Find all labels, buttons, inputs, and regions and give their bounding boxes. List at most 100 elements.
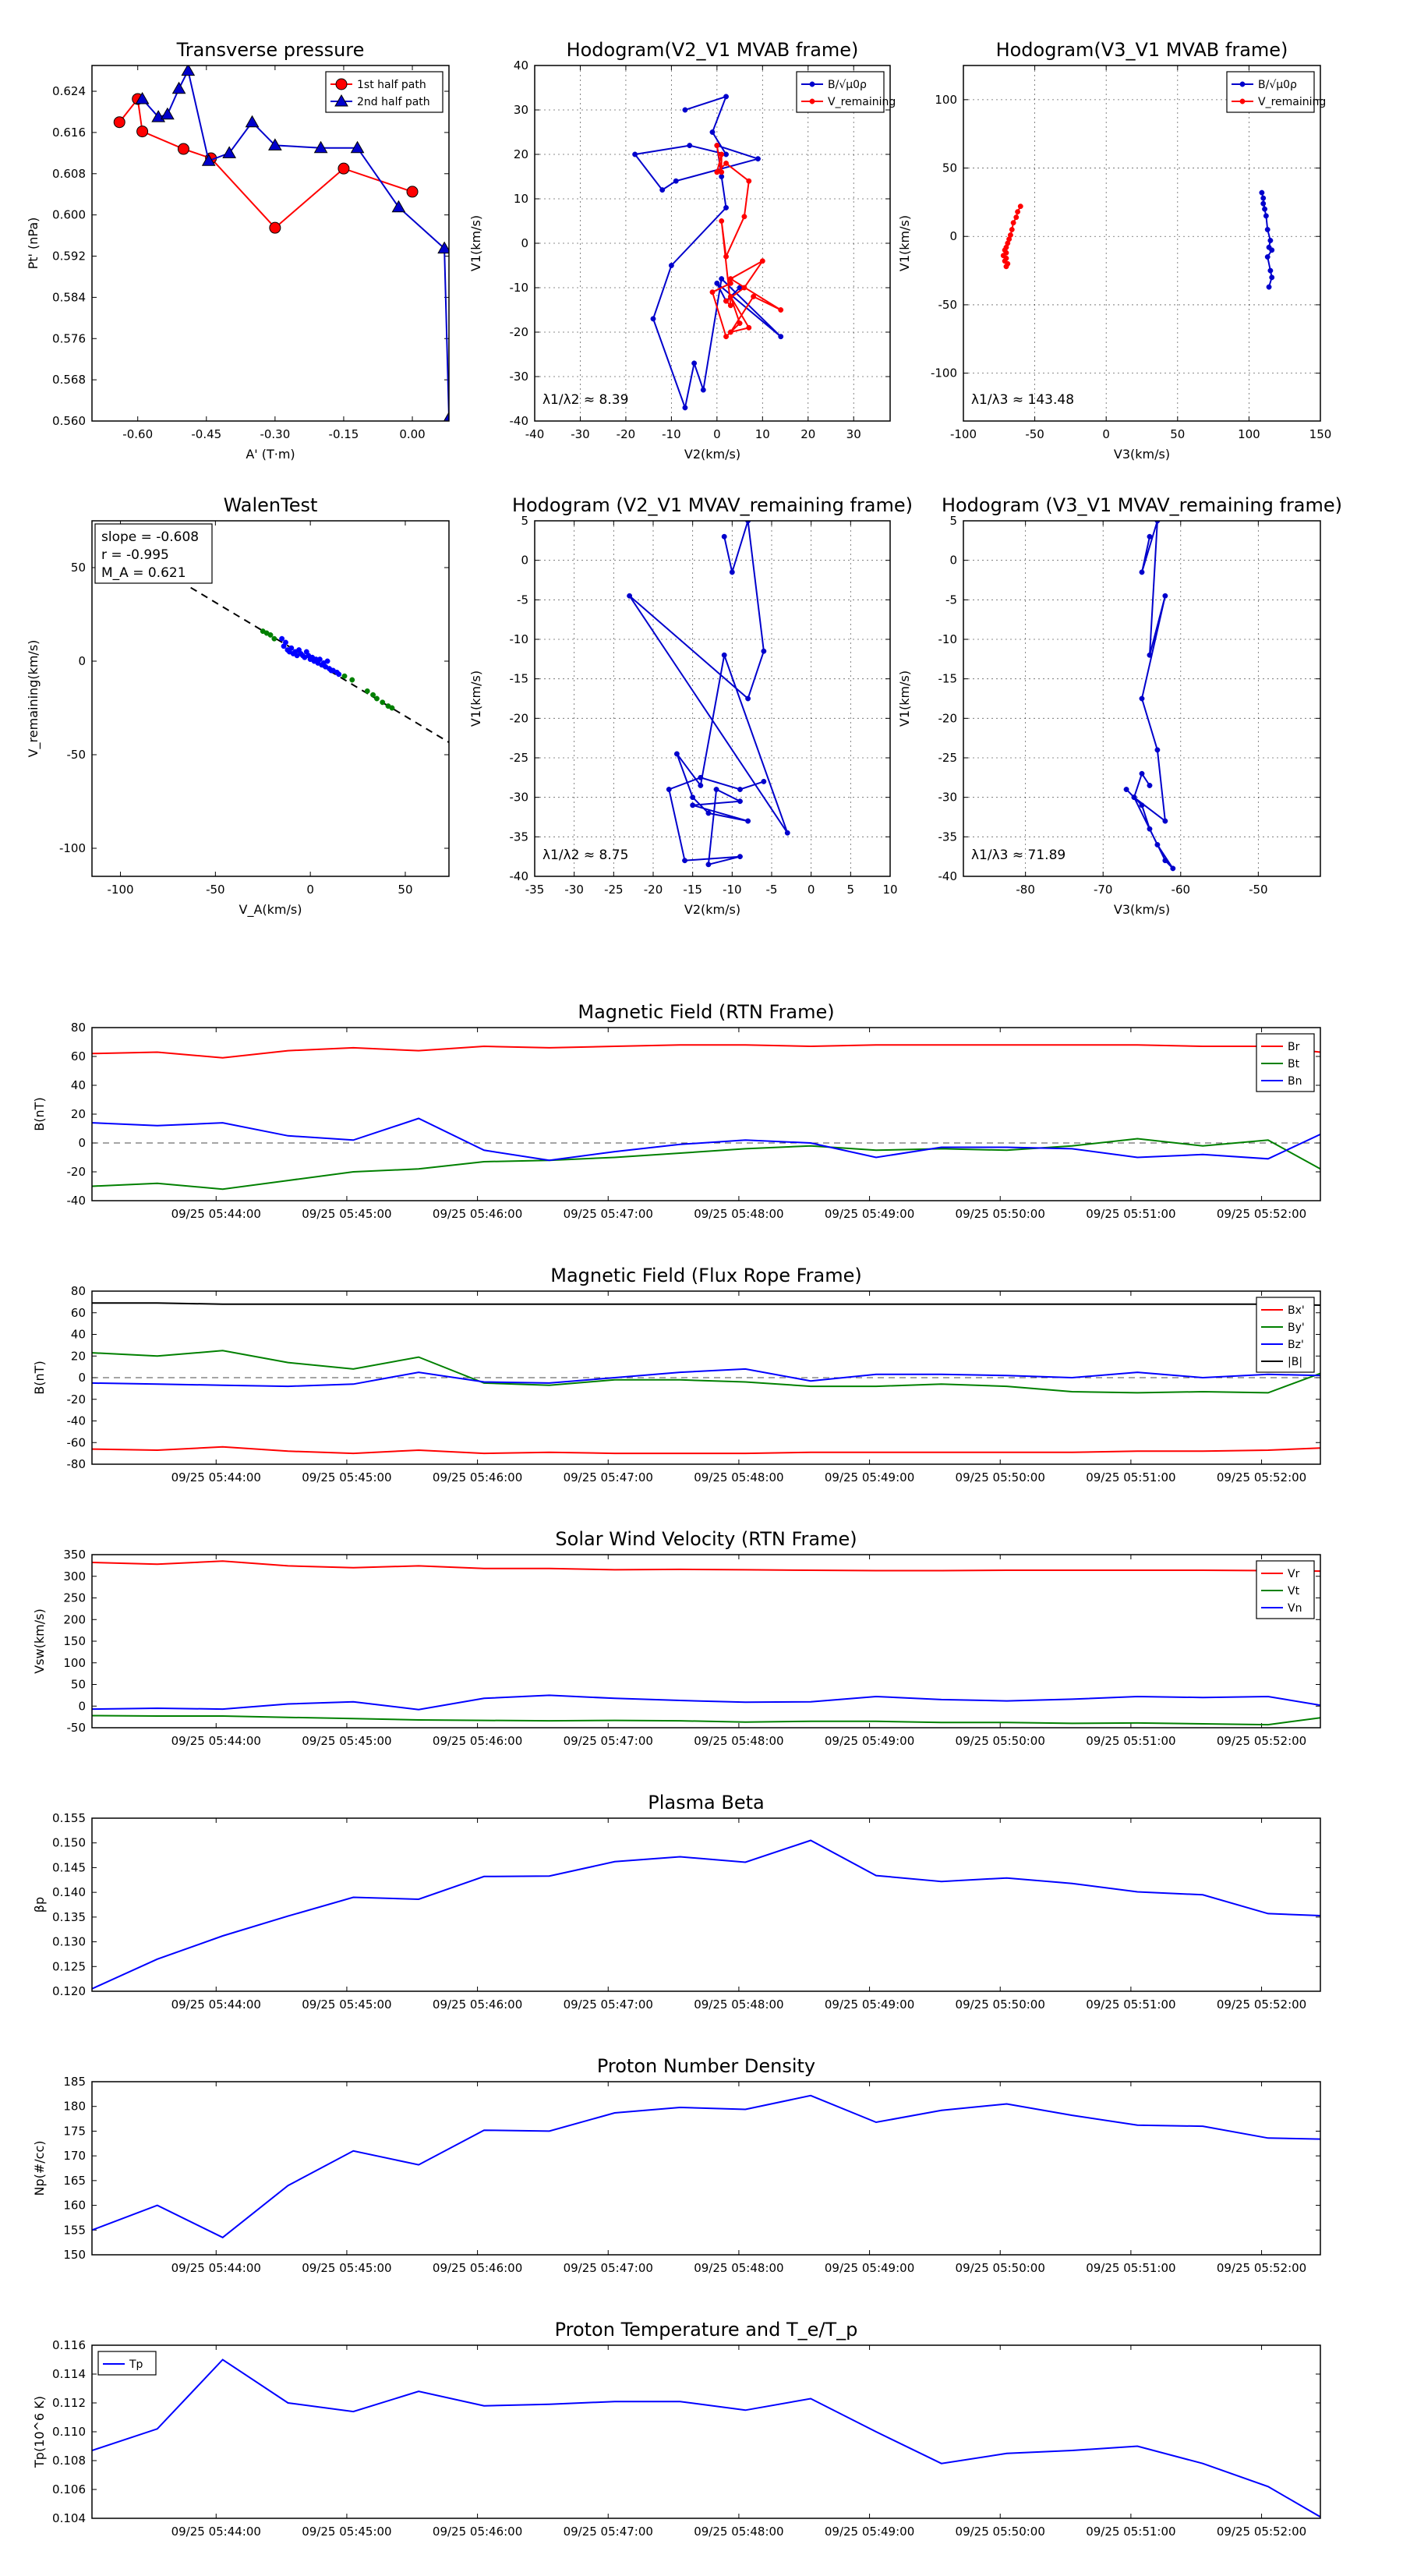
y-tick-label: 0.155 — [52, 1811, 86, 1825]
x-tick-label: -0.60 — [122, 427, 153, 441]
chart-title: Transverse pressure — [176, 39, 365, 61]
legend: Vr Vt Vn — [1256, 1560, 1315, 1619]
data-point — [650, 316, 656, 322]
data-point — [721, 533, 727, 540]
x-tick-label: 09/25 05:52:00 — [1217, 2525, 1306, 2539]
y-tick-label: -30 — [510, 791, 529, 805]
data-point — [687, 143, 693, 149]
data-point — [755, 156, 761, 162]
data-point — [1259, 189, 1265, 196]
proton-number-density-chart: 09/25 05:44:00 09/25 05:45:00 09/25 05:46:… — [32, 2055, 1321, 2275]
data-point — [1269, 247, 1275, 253]
data-point — [1139, 695, 1145, 702]
y-tick-label: 0.624 — [52, 84, 86, 98]
y-axis-label: B(nT) — [32, 1097, 47, 1131]
y-tick-label: -20 — [510, 711, 529, 725]
data-point — [1260, 200, 1267, 207]
chart-title: WalenTest — [224, 494, 318, 516]
y-tick-label: 0.568 — [52, 373, 86, 387]
y-tick-label: 150 — [63, 1634, 86, 1648]
data-point — [161, 107, 175, 120]
series-line-2nd half path — [141, 68, 449, 419]
walen-test-data — [190, 586, 449, 743]
y-tick-label: 0.145 — [52, 1860, 86, 1874]
y-tick-label: -10 — [510, 281, 529, 295]
y-tick-label: 100 — [63, 1656, 86, 1670]
y-tick-label: -30 — [938, 791, 958, 805]
plot-frame — [91, 1290, 1321, 1465]
x-tick-label: 10 — [755, 427, 770, 441]
legend-label: Bz' — [1288, 1339, 1304, 1351]
hodogram-v3v1-mvab-data — [1000, 189, 1275, 290]
x-tick-label: 09/25 05:46:00 — [433, 2525, 522, 2539]
x-tick-label: 09/25 05:52:00 — [1217, 1470, 1306, 1484]
y-tick-label: 50 — [942, 161, 957, 175]
data-point — [632, 151, 638, 157]
magnetic-field-rtn-data — [92, 1044, 1320, 1191]
data-point — [222, 146, 237, 158]
data-point — [745, 521, 751, 524]
legend-marker — [809, 98, 815, 104]
x-tick-label: 09/25 05:47:00 — [564, 1734, 653, 1748]
data-point — [727, 303, 733, 309]
legend-label: 2nd half path — [357, 96, 430, 108]
y-tick-label: 0.140 — [52, 1885, 86, 1899]
data-point — [1263, 213, 1269, 219]
data-point — [373, 695, 380, 702]
legend-label: Vt — [1288, 1585, 1300, 1598]
data-point — [1170, 865, 1176, 872]
proton-temperature-chart: 09/25 05:44:00 09/25 05:45:00 09/25 05:46:… — [32, 2319, 1321, 2539]
data-point — [437, 241, 449, 254]
data-point — [1003, 264, 1009, 270]
data-point — [723, 204, 729, 211]
plot-frame — [91, 65, 450, 422]
data-point — [759, 258, 765, 264]
transverse-pressure-data — [113, 65, 449, 421]
x-tick-label: 09/25 05:49:00 — [825, 2525, 914, 2539]
y-tick-label: -5 — [517, 593, 528, 607]
y-tick-label: 0.600 — [52, 208, 86, 222]
chart-title: Proton Temperature and T_e/T_p — [555, 2319, 858, 2341]
hodogram-v2v1-mvav-data — [627, 521, 790, 868]
data-point — [1123, 787, 1129, 792]
x-axis-label: A' (T·m) — [246, 447, 295, 462]
plot-frame — [91, 2344, 1321, 2519]
data-point — [705, 810, 712, 816]
legend-marker — [1239, 81, 1246, 87]
data-point — [389, 705, 395, 711]
series-line-Tp — [92, 2358, 1320, 2518]
x-tick-label: -40 — [525, 427, 545, 441]
data-point — [1269, 274, 1275, 281]
data-point — [682, 858, 687, 864]
y-tick-label: -10 — [510, 632, 529, 646]
data-point — [391, 200, 406, 213]
y-tick-label: -80 — [67, 1457, 87, 1471]
data-point — [729, 569, 735, 575]
hodogram-v3v1-mvav-chart: -80 -70 -60 -50-40-35-30-25-20-15-10-505Hod… — [897, 494, 1342, 917]
data-point — [443, 411, 449, 421]
y-tick-label: -15 — [510, 672, 529, 686]
data-point — [313, 140, 328, 154]
legend: Bx' By' Bz' |B| — [1256, 1297, 1315, 1373]
stats-line: slope = -0.608 — [101, 529, 199, 545]
magnetic-field-rtn-chart: 09/25 05:44:00 09/25 05:45:00 09/25 05:46:… — [32, 1001, 1321, 1221]
legend-marker — [809, 81, 815, 87]
x-tick-label: 09/25 05:47:00 — [564, 1207, 653, 1221]
y-tick-label: 20 — [71, 1349, 86, 1363]
data-point — [1147, 533, 1153, 540]
y-tick-label: 0 — [521, 554, 528, 568]
y-tick-label: 185 — [63, 2075, 86, 2089]
x-tick-label: 5 — [847, 883, 855, 897]
y-tick-label: 50 — [71, 561, 86, 575]
data-point — [135, 91, 150, 104]
x-tick-label: -20 — [644, 883, 663, 897]
x-tick-label: -15 — [683, 883, 702, 897]
data-point — [761, 778, 767, 784]
x-axis-label: V3(km/s) — [1114, 902, 1170, 917]
data-point — [719, 276, 725, 282]
data-point — [723, 160, 729, 166]
y-tick-label: 0 — [78, 1136, 86, 1150]
y-tick-label: 40 — [71, 1328, 86, 1342]
